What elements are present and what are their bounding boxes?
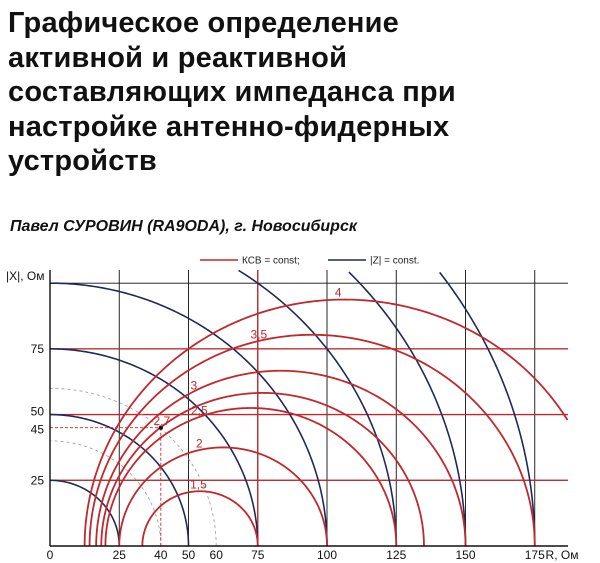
x-tick-label: 125 (386, 548, 406, 562)
swr-const-curve (104, 407, 398, 547)
swr-const-curve (118, 446, 328, 547)
swr-curve-label: 2,7 (153, 414, 170, 428)
y-tick-label: 50 (31, 405, 45, 419)
legend-label-z: |Z| = const. (370, 256, 419, 267)
chart-dashed-arcs (49, 387, 217, 547)
x-tick-label: 75 (251, 548, 265, 562)
swr-const-curves (83, 298, 569, 547)
x-tick-label: 175 (525, 548, 545, 562)
legend-label-swr: КСВ = const; (242, 256, 300, 267)
y-tick-label: 75 (31, 342, 45, 356)
swr-const-curve (83, 298, 569, 547)
chart-labels: 0 25 40 50 60 75 100 125 150 175 25 45 50 75 R, Ом |X|,… (6, 256, 578, 563)
x-tick-label: 60 (210, 548, 224, 562)
dashed-helper-arc (49, 387, 217, 547)
title-line: устройств (8, 145, 157, 177)
title-line: составляющих импеданса при (8, 76, 456, 108)
y-axis-label: |X|, Ом (6, 269, 45, 283)
swr-curve-label: 2,5 (191, 404, 208, 418)
swr-curve-label: 2 (196, 437, 203, 451)
swr-curve-label: 3,5 (250, 327, 267, 341)
x-axis-label: R, Ом (546, 548, 579, 562)
swr-curve-label: 3 (191, 378, 198, 392)
dashed-helper-arc (49, 440, 162, 547)
swr-const-curve (88, 333, 536, 547)
z-const-curve (49, 413, 190, 546)
z-const-curve (348, 271, 467, 547)
y-tick-label: 25 (31, 473, 45, 487)
z-const-curve (50, 479, 121, 546)
author-byline: Павел СУРОВИН (RA9ODA), г. Новосибирск (10, 218, 357, 235)
z-const-curve (49, 282, 328, 547)
impedance-point-marker (158, 425, 164, 430)
x-tick-label: 150 (455, 548, 475, 562)
z-const-curves (49, 269, 536, 547)
x-tick-label: 40 (154, 548, 168, 562)
y-tick-label: 45 (31, 423, 45, 437)
swr-const-curve (141, 490, 259, 546)
title-line: настройке антенно-фидерных (8, 110, 450, 143)
swr-curve-label: 4 (335, 286, 342, 300)
x-tick-label: 50 (182, 548, 196, 562)
title-line: Графическое определение (8, 7, 399, 39)
chart-axes (49, 270, 568, 547)
swr-const-curve (95, 369, 467, 547)
z-const-curve (238, 269, 398, 547)
impedance-chart: 0 25 40 50 60 75 100 125 150 175 25 45 50 75 R, Ом |X|,… (6, 256, 578, 563)
z-const-curve (439, 271, 536, 547)
title-line: активной и реактивной (8, 41, 348, 74)
x-tick-label: 0 (47, 548, 54, 562)
x-tick-label: 25 (113, 548, 127, 562)
x-tick-label: 100 (317, 548, 337, 562)
swr-curve-label: 1,5 (190, 477, 207, 491)
article-title: Графическое определение активной и реакт… (8, 6, 596, 179)
chart-grid (49, 270, 568, 546)
swr-const-curve (100, 392, 425, 547)
